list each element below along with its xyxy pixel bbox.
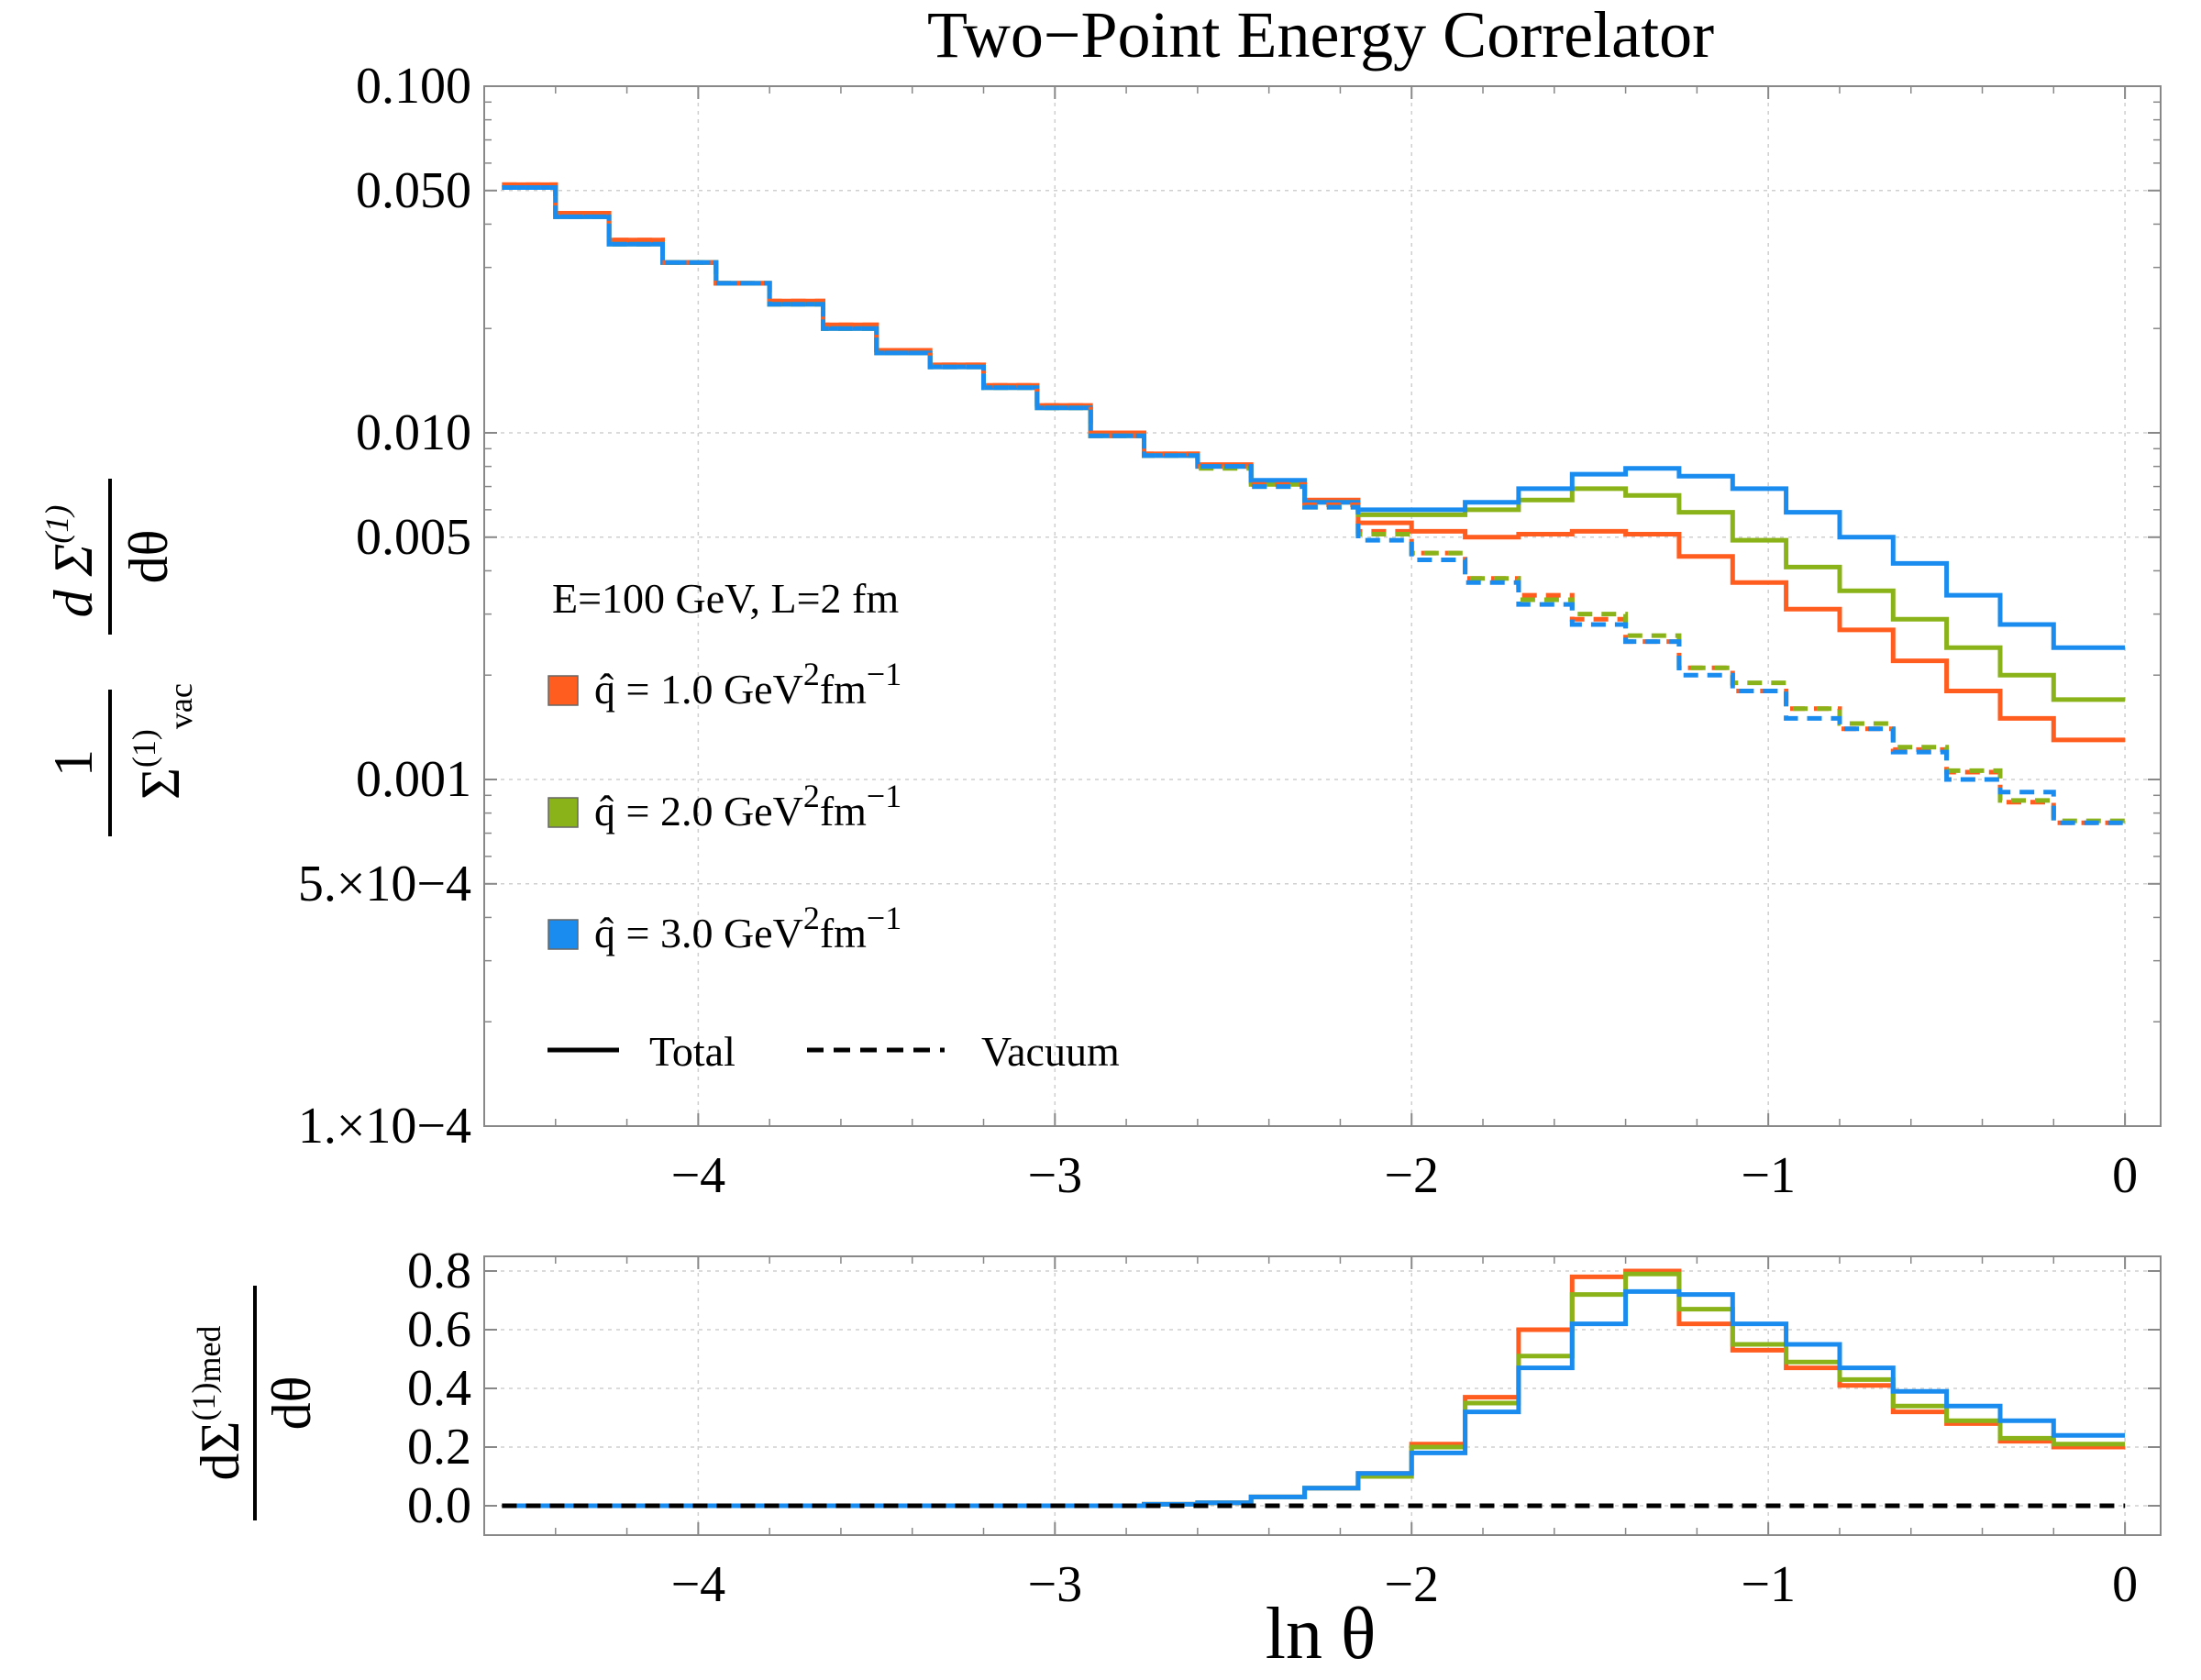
ratio-x-tick-label: −1 [1741, 1556, 1796, 1613]
ratio-plot-y-axis-label: dΣ(1)med dθ [185, 1286, 322, 1520]
ratio-plot-panel: 0.80.60.40.20.0 −4 −3 −2 −1 0 [407, 1243, 2162, 1613]
legend-label-main: q̂ = 1.0 GeV [594, 666, 803, 713]
legend-label-unit: fm [820, 666, 867, 713]
main-series-1 [502, 185, 2126, 702]
legend-swatch-0 [547, 675, 579, 706]
legend-label-sup: 2 [803, 900, 820, 936]
ratio-y-label-sup: (1) [185, 1383, 222, 1421]
legend-label-sup: 2 [803, 778, 820, 814]
ratio-x-tick-label: −2 [1384, 1556, 1439, 1613]
main-plot-panel: 0.1000.0500.0100.0050.0015.×10−41.×10−4 … [298, 0, 2162, 1204]
ratio-y-tick-label: 0.4 [407, 1360, 471, 1417]
ratio-y-tick-label: 0.6 [407, 1301, 471, 1358]
y-label-sigma-sup: (1) [126, 729, 162, 768]
legend: E=100 GeV, L=2 fm q̂ = 1.0 GeV2fm−1q̂ = … [547, 575, 1120, 1075]
ratio-plot-series [502, 1268, 2126, 1509]
main-series-5 [502, 185, 2126, 825]
main-y-tick-label: 0.005 [356, 509, 471, 566]
y-label-d-sigma: d Σ [43, 544, 104, 618]
main-x-tick-label: −1 [1741, 1147, 1796, 1204]
legend-label-sup: 2 [803, 656, 820, 692]
ratio-y-tick-label: 0.8 [407, 1243, 471, 1299]
main-plot-y-tick-labels: 0.100 0.050 0.010 0.005 0.001 5.×10−4 1.×10−4 [298, 58, 471, 1155]
ratio-plot-y-tick-labels: 0.80.60.40.20.0 [407, 1243, 471, 1534]
ratio-plot-gridlines [484, 1256, 2161, 1535]
ratio-y-label-top: dΣ(1)med [185, 1326, 250, 1481]
main-plot-y-axis-label: 1 Σ(1)vac d Σ(1) dθ [39, 479, 199, 836]
legend-swatch-1 [547, 797, 579, 828]
ratio-y-tick-label: 0.0 [407, 1477, 471, 1534]
legend-label-2: q̂ = 3.0 GeV2fm−1 [594, 900, 901, 956]
legend-header: E=100 GeV, L=2 fm [552, 575, 899, 622]
ratio-y-label-sub: med [191, 1326, 227, 1383]
y-label-d-sigma-sup: (1) [39, 505, 75, 544]
legend-label-0: q̂ = 1.0 GeV2fm−1 [594, 656, 901, 713]
main-y-tick-label: 0.050 [356, 162, 471, 219]
main-y-tick-label: 1.×10−4 [298, 1098, 471, 1155]
main-plot-frame [483, 85, 2162, 1127]
main-x-tick-label: 0 [2112, 1147, 2138, 1204]
legend-label-1: q̂ = 2.0 GeV2fm−1 [594, 778, 901, 834]
legend-label-sup2: −1 [867, 900, 901, 936]
ratio-y-tick-label: 0.2 [407, 1419, 471, 1476]
main-series-2 [502, 185, 2126, 650]
chart-title: Two−Point Energy Correlator [927, 0, 1714, 72]
main-x-tick-label: −3 [1028, 1147, 1083, 1204]
y-label-derivative-top: d Σ(1) [39, 505, 104, 618]
main-y-tick-label: 0.100 [356, 58, 471, 115]
main-series-0 [502, 182, 2126, 743]
ratio-series-2 [502, 1288, 2126, 1509]
main-y-tick-label: 0.010 [356, 404, 471, 461]
legend-label-main: q̂ = 3.0 GeV [594, 910, 803, 956]
ratio-y-label-dsigma: dΣ [190, 1421, 250, 1481]
main-series-4 [502, 185, 2126, 823]
main-plot-ticks [483, 85, 2161, 1127]
y-label-numerator-one: 1 [43, 749, 104, 777]
ratio-y-label-bottom: dθ [261, 1376, 322, 1431]
main-plot-series [502, 182, 2126, 825]
ratio-x-tick-label: −3 [1028, 1556, 1083, 1613]
legend-entries: q̂ = 1.0 GeV2fm−1q̂ = 2.0 GeV2fm−1q̂ = 3… [547, 656, 901, 956]
main-y-tick-label: 0.001 [356, 751, 471, 808]
ratio-plot-frame [483, 1255, 2162, 1536]
legend-swatch-2 [547, 919, 579, 950]
ratio-x-tick-label: −4 [671, 1556, 726, 1613]
y-label-sigma: Σ [130, 768, 191, 800]
legend-label-sup2: −1 [867, 656, 901, 692]
main-plot-x-tick-labels: −4 −3 −2 −1 0 [671, 1147, 2139, 1204]
legend-label-sup2: −1 [867, 778, 901, 814]
legend-vacuum-label: Vacuum [981, 1028, 1120, 1075]
main-x-tick-label: −4 [671, 1147, 726, 1204]
main-y-tick-label: 5.×10−4 [298, 856, 471, 912]
legend-total-label: Total [649, 1028, 736, 1075]
ratio-plot-ticks [483, 1256, 2161, 1535]
legend-label-unit: fm [820, 910, 867, 956]
y-label-denominator: Σ(1)vac [126, 683, 199, 800]
y-label-sigma-sub: vac [162, 683, 199, 729]
ratio-series-1 [502, 1271, 2126, 1509]
legend-label-main: q̂ = 2.0 GeV [594, 788, 803, 834]
x-axis-label: ln θ [1266, 1594, 1377, 1674]
legend-label-unit: fm [820, 788, 867, 834]
ratio-plot-x-tick-labels: −4 −3 −2 −1 0 [671, 1556, 2139, 1613]
y-label-derivative-bottom: dθ [118, 530, 179, 584]
main-x-tick-label: −2 [1384, 1147, 1439, 1204]
ratio-x-tick-label: 0 [2112, 1556, 2138, 1613]
